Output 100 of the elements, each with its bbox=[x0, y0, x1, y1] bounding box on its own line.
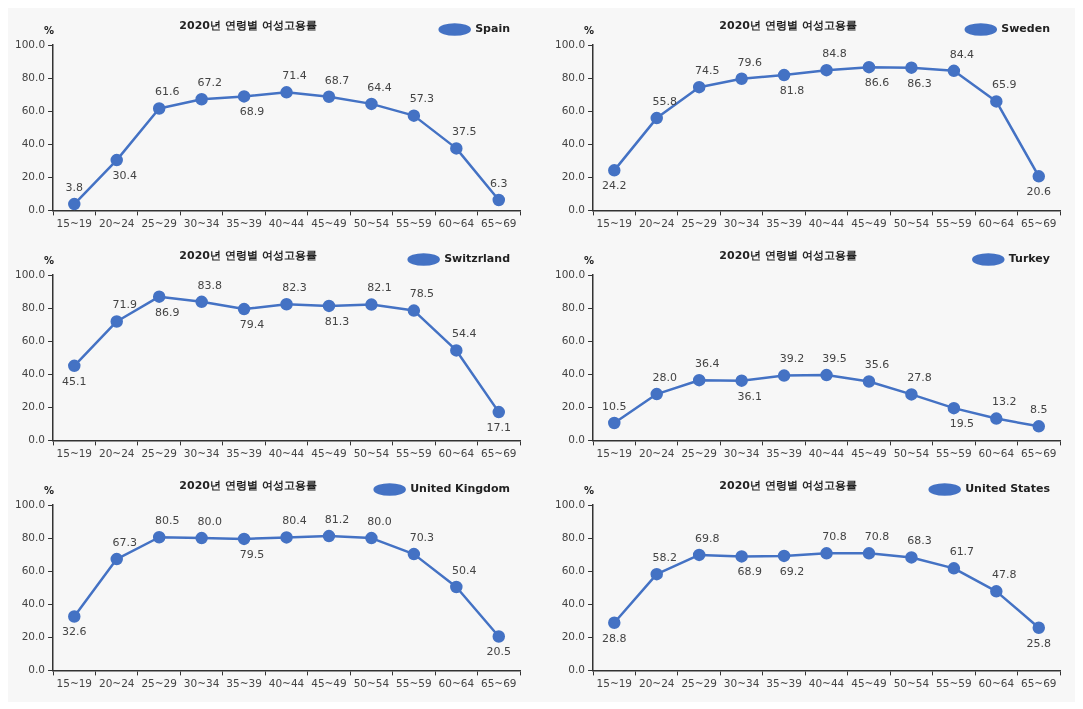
x-tick-label: 65~69 bbox=[481, 217, 517, 230]
x-tick-label: 20~24 bbox=[98, 677, 135, 690]
y-tick-label: 40.0 bbox=[21, 366, 46, 379]
y-tick-label: 100.0 bbox=[555, 37, 586, 50]
point bbox=[68, 610, 81, 623]
x-tick-label: 45~49 bbox=[311, 447, 347, 460]
data-label: 28.8 bbox=[602, 631, 627, 645]
data-label: 65.9 bbox=[992, 78, 1017, 92]
x-tick-label: 15~19 bbox=[596, 677, 633, 690]
data-label: 86.9 bbox=[154, 305, 180, 319]
x-tick-label: 25~29 bbox=[141, 677, 177, 690]
point bbox=[152, 531, 166, 544]
y-tick-label: 100.0 bbox=[555, 267, 586, 280]
point bbox=[777, 549, 791, 563]
point bbox=[322, 299, 336, 313]
data-label: 70.3 bbox=[409, 530, 435, 544]
x-tick-label: 20~24 bbox=[638, 217, 675, 230]
y-axis-title: % bbox=[44, 24, 55, 36]
point bbox=[110, 153, 123, 167]
data-label: 81.2 bbox=[324, 512, 350, 526]
point bbox=[1032, 170, 1046, 183]
y-tick-label: 100.0 bbox=[15, 37, 46, 50]
point bbox=[650, 387, 663, 401]
data-label: 61.7 bbox=[949, 545, 975, 559]
chart-title: 2020년 연령별 여성고용률 bbox=[719, 248, 857, 262]
chart-title: 2020년 연령별 여성고용률 bbox=[719, 478, 857, 492]
point bbox=[152, 290, 166, 303]
point bbox=[905, 388, 918, 401]
x-tick-label: 60~64 bbox=[978, 677, 1015, 690]
point bbox=[407, 304, 421, 317]
data-label: 80.0 bbox=[197, 514, 222, 528]
y-tick-label: 100.0 bbox=[15, 497, 46, 510]
x-tick-label: 45~49 bbox=[851, 217, 887, 230]
x-tick-label: 50~54 bbox=[893, 447, 930, 460]
point bbox=[905, 551, 918, 564]
data-label: 8.5 bbox=[1030, 403, 1048, 417]
x-tick-label: 30~34 bbox=[183, 447, 220, 460]
data-label: 64.4 bbox=[367, 80, 392, 94]
x-tick-label: 15~19 bbox=[596, 447, 633, 460]
data-label: 84.4 bbox=[949, 47, 975, 61]
y-tick-label: 60.0 bbox=[561, 333, 586, 346]
x-tick-label: 65~69 bbox=[1021, 217, 1057, 230]
x-tick-label: 55~59 bbox=[936, 447, 972, 460]
data-label: 69.8 bbox=[694, 531, 720, 545]
y-tick-label: 80.0 bbox=[21, 530, 46, 543]
data-label: 68.9 bbox=[737, 565, 762, 579]
data-label: 28.0 bbox=[652, 370, 677, 384]
data-label: 39.2 bbox=[779, 352, 805, 366]
data-label: 82.3 bbox=[282, 281, 307, 295]
point bbox=[1032, 621, 1046, 634]
x-tick-label: 55~59 bbox=[396, 447, 432, 460]
x-tick-label: 55~59 bbox=[936, 677, 972, 690]
point bbox=[692, 373, 706, 387]
x-tick-label: 20~24 bbox=[98, 217, 135, 230]
data-label: 68.7 bbox=[324, 73, 350, 87]
point bbox=[820, 368, 833, 382]
data-label: 80.4 bbox=[282, 514, 307, 528]
point bbox=[947, 562, 961, 575]
data-label: 30.4 bbox=[112, 168, 137, 182]
point bbox=[280, 86, 293, 99]
y-tick-label: 20.0 bbox=[561, 170, 586, 183]
chart-title: 2020년 연령별 여성고용률 bbox=[179, 478, 317, 492]
data-label: 71.9 bbox=[112, 298, 137, 312]
x-tick-label: 65~69 bbox=[481, 447, 517, 460]
point bbox=[492, 193, 506, 207]
point bbox=[947, 64, 961, 78]
y-tick-label: 100.0 bbox=[15, 267, 46, 280]
x-tick-label: 15~19 bbox=[56, 217, 93, 230]
x-tick-label: 45~49 bbox=[851, 677, 887, 690]
data-label: 80.5 bbox=[154, 514, 180, 528]
point bbox=[650, 111, 663, 125]
x-tick-label: 30~34 bbox=[183, 217, 220, 230]
data-label: 61.6 bbox=[154, 85, 180, 99]
point bbox=[492, 405, 506, 419]
y-tick-label: 0.0 bbox=[568, 203, 586, 216]
point bbox=[110, 315, 123, 328]
y-tick-label: 80.0 bbox=[561, 300, 586, 313]
point bbox=[365, 298, 378, 311]
x-tick-label: 55~59 bbox=[936, 217, 972, 230]
x-tick-label: 25~29 bbox=[681, 447, 717, 460]
chart-title: 2020년 연령별 여성고용률 bbox=[179, 248, 317, 262]
x-tick-label: 65~69 bbox=[1021, 677, 1057, 690]
point bbox=[237, 302, 251, 316]
legend-label: United States bbox=[965, 482, 1051, 496]
point bbox=[692, 80, 706, 94]
data-label: 10.5 bbox=[602, 399, 627, 413]
point bbox=[365, 531, 378, 545]
y-tick-label: 40.0 bbox=[561, 596, 586, 609]
x-tick-label: 25~29 bbox=[141, 447, 177, 460]
data-label: 84.8 bbox=[822, 47, 847, 60]
point bbox=[195, 93, 208, 106]
point bbox=[492, 630, 506, 643]
x-tick-label: 60~64 bbox=[978, 217, 1015, 230]
x-tick-label: 20~24 bbox=[638, 447, 675, 460]
x-tick-label: 55~59 bbox=[396, 677, 432, 690]
x-tick-label: 60~64 bbox=[438, 447, 475, 460]
point bbox=[820, 63, 833, 77]
legend-label: Turkey bbox=[1008, 252, 1050, 266]
x-tick-label: 65~69 bbox=[481, 677, 517, 690]
x-tick-label: 50~54 bbox=[353, 447, 390, 460]
